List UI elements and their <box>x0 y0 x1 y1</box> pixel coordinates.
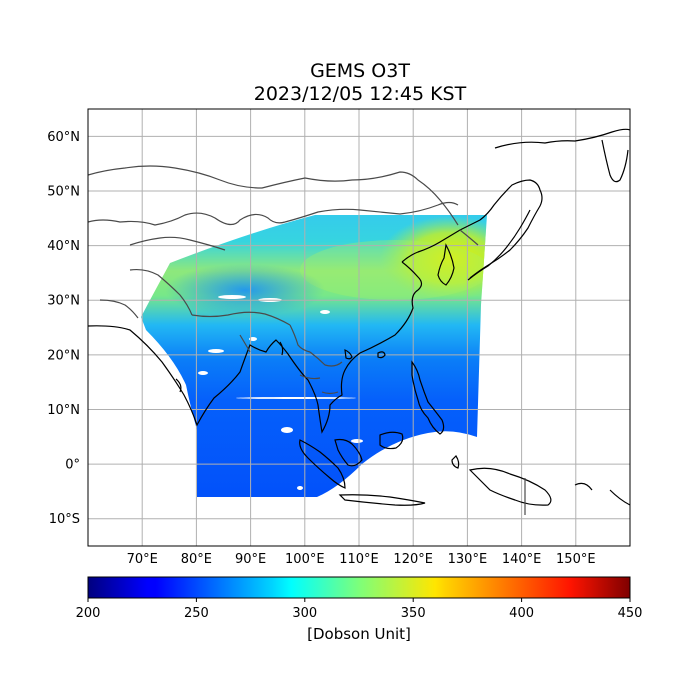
lon-tick-label: 150°E <box>556 552 596 567</box>
colorbar: 200 250 300 350 400 450 <box>76 576 643 621</box>
lat-tick-label: 60°N <box>47 130 80 145</box>
lat-tick-label: 0° <box>65 458 80 473</box>
coastlines <box>88 128 630 506</box>
lon-tick-label: 140°E <box>502 552 542 567</box>
country-borders <box>88 165 526 515</box>
map-subtitle-datetime: 2023/12/05 12:45 KST <box>253 83 467 105</box>
colorbar-tick-label: 400 <box>509 606 534 621</box>
lon-tick-label: 130°E <box>448 552 488 567</box>
cloud-gaps <box>198 295 363 490</box>
lon-tick-label: 80°E <box>181 552 212 567</box>
lat-tick-label: 40°N <box>47 239 80 254</box>
colorbar-label: [Dobson Unit] <box>307 625 411 643</box>
lat-tick-label: 10°N <box>47 403 80 418</box>
lat-tick-label: 30°N <box>47 294 80 309</box>
map-frame <box>87 108 631 547</box>
lat-tick-label: 10°S <box>49 512 80 527</box>
latitude-labels: 60°N 50°N 40°N 30°N 20°N 10°N 0° 10°S <box>47 130 80 527</box>
colorbar-tick-label: 300 <box>292 606 317 621</box>
map-title: GEMS O3T <box>310 60 410 82</box>
colorbar-tick-label: 250 <box>184 606 209 621</box>
colorbar-tick-label: 200 <box>76 606 101 621</box>
colorbar-gradient <box>87 576 631 599</box>
colorbar-ticks: 200 250 300 350 400 450 <box>76 598 643 621</box>
lat-tick-label: 50°N <box>47 184 80 199</box>
lon-tick-label: 100°E <box>285 552 325 567</box>
lon-tick-label: 120°E <box>393 552 433 567</box>
colorbar-tick-label: 450 <box>618 606 643 621</box>
lon-tick-label: 70°E <box>127 552 158 567</box>
lon-tick-label: 90°E <box>235 552 266 567</box>
lat-tick-label: 20°N <box>47 348 80 363</box>
lon-tick-label: 110°E <box>339 552 379 567</box>
longitude-labels: 70°E 80°E 90°E 100°E 110°E 120°E 130°E 140°E 150… <box>127 552 596 567</box>
colorbar-tick-label: 350 <box>401 606 426 621</box>
map-gridlines <box>88 109 630 546</box>
